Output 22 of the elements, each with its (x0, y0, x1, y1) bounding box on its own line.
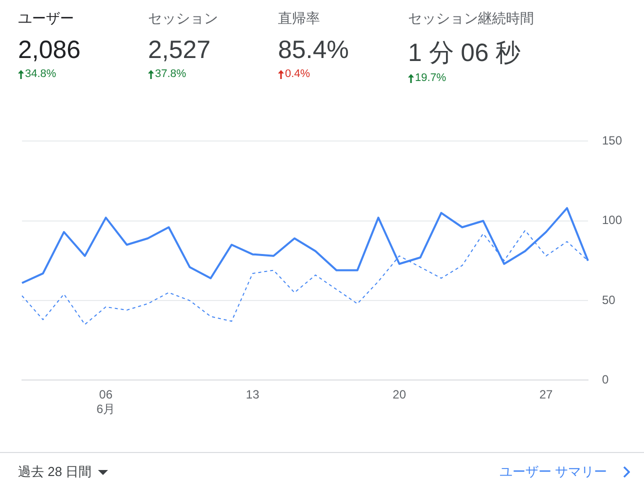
text: 85.4% (278, 36, 350, 65)
text: 2,527 (148, 36, 212, 65)
text: セッション (148, 10, 219, 28)
text: 19.7% (415, 72, 446, 84)
x-tick-label: 13 (246, 388, 260, 402)
y-tick-label: 50 (602, 292, 616, 307)
text: ユーザー (18, 10, 75, 28)
text: セッション継続時間 (408, 10, 535, 28)
text: 2,086 (18, 36, 82, 65)
text: 0.4% (285, 68, 310, 80)
text: 37.8% (155, 68, 186, 80)
y-tick-label: 150 (602, 134, 622, 148)
text: ユーザー サマリー (499, 463, 607, 481)
x-tick-label: 20 (392, 388, 406, 402)
text: 直帰率 (278, 10, 321, 28)
y-tick-label: 0 (602, 372, 609, 387)
text: 34.8% (25, 68, 56, 80)
text: 1 分 06 秒 (408, 38, 522, 69)
x-tick-label: 27 (539, 388, 554, 402)
text: 過去 28 日間 (18, 463, 92, 481)
y-tick-label: 100 (602, 213, 622, 228)
x-tick-label: 06 6月 (96, 388, 116, 416)
